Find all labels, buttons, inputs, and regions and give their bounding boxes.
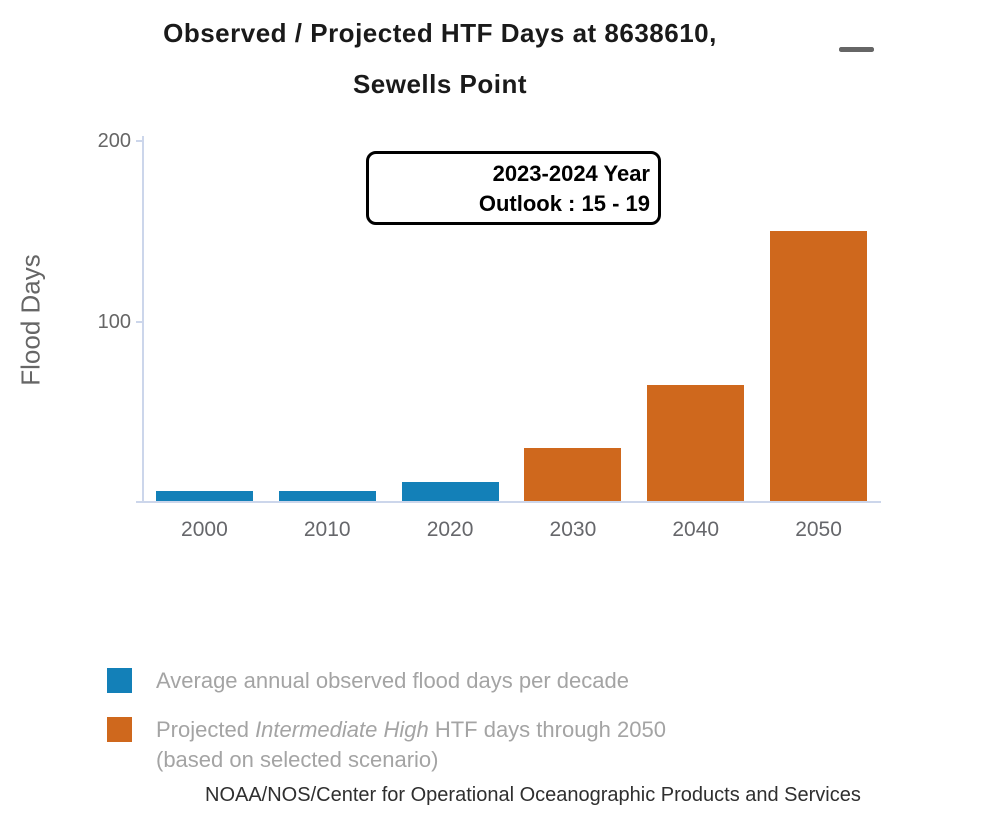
y-tick-label-100: 100: [97, 311, 131, 333]
legend-projected-line2: (based on selected scenario): [156, 747, 439, 772]
x-tick-label-2040: 2040: [672, 518, 720, 541]
x-axis-labels: 2000 2010 2020 2030 2040 2050: [143, 518, 880, 548]
legend-item-observed[interactable]: Average annual observed flood days per d…: [107, 666, 887, 696]
bar-2040[interactable]: [647, 385, 745, 502]
chart-title-line1: Observed / Projected HTF Days at 8638610…: [163, 18, 717, 48]
legend: Average annual observed flood days per d…: [107, 666, 887, 794]
plot-area: [143, 141, 880, 502]
hamburger-bar: [839, 47, 874, 52]
outlook-annotation-box: 2023-2024 Year Outlook : 15 - 19: [366, 151, 661, 225]
legend-projected-line1: Projected Intermediate High HTF days thr…: [156, 717, 666, 742]
x-tick-label-2030: 2030: [549, 518, 597, 541]
x-tick-label-2000: 2000: [181, 518, 228, 541]
legend-item-projected-label: Projected Intermediate High HTF days thr…: [156, 715, 666, 775]
legend-item-projected[interactable]: Projected Intermediate High HTF days thr…: [107, 715, 887, 775]
y-axis-tick: [136, 321, 142, 323]
x-tick-label-2020: 2020: [426, 518, 474, 541]
y-axis-title: Flood Days: [15, 254, 46, 386]
credits-link[interactable]: NOAA/NOS/Center for Operational Oceanogr…: [205, 784, 861, 806]
bar-2000[interactable]: [155, 491, 253, 502]
x-tick-label-2010: 2010: [303, 518, 351, 541]
chart-title-line2: Sewells Point: [352, 69, 528, 99]
x-axis-line: [136, 501, 881, 503]
y-axis-tick: [136, 140, 142, 142]
x-tick-label-2050: 2050: [795, 518, 842, 541]
y-axis-line: [142, 136, 144, 502]
bar-2050[interactable]: [770, 231, 868, 502]
hamburger-menu-icon[interactable]: [839, 31, 874, 57]
legend-item-observed-label: Average annual observed flood days per d…: [156, 668, 629, 693]
y-tick-label-200: 200: [97, 130, 131, 152]
bar-2020[interactable]: [401, 482, 499, 502]
outlook-annotation-line2: Outlook : 15 - 19: [478, 191, 650, 216]
bar-2010[interactable]: [278, 491, 376, 502]
bar-2030[interactable]: [524, 448, 622, 502]
observed-series-swatch: [107, 668, 132, 693]
projected-series-swatch: [107, 717, 132, 742]
chart-title: Observed / Projected HTF Days at 8638610…: [0, 8, 880, 110]
outlook-annotation-line1: 2023-2024 Year: [492, 161, 650, 186]
